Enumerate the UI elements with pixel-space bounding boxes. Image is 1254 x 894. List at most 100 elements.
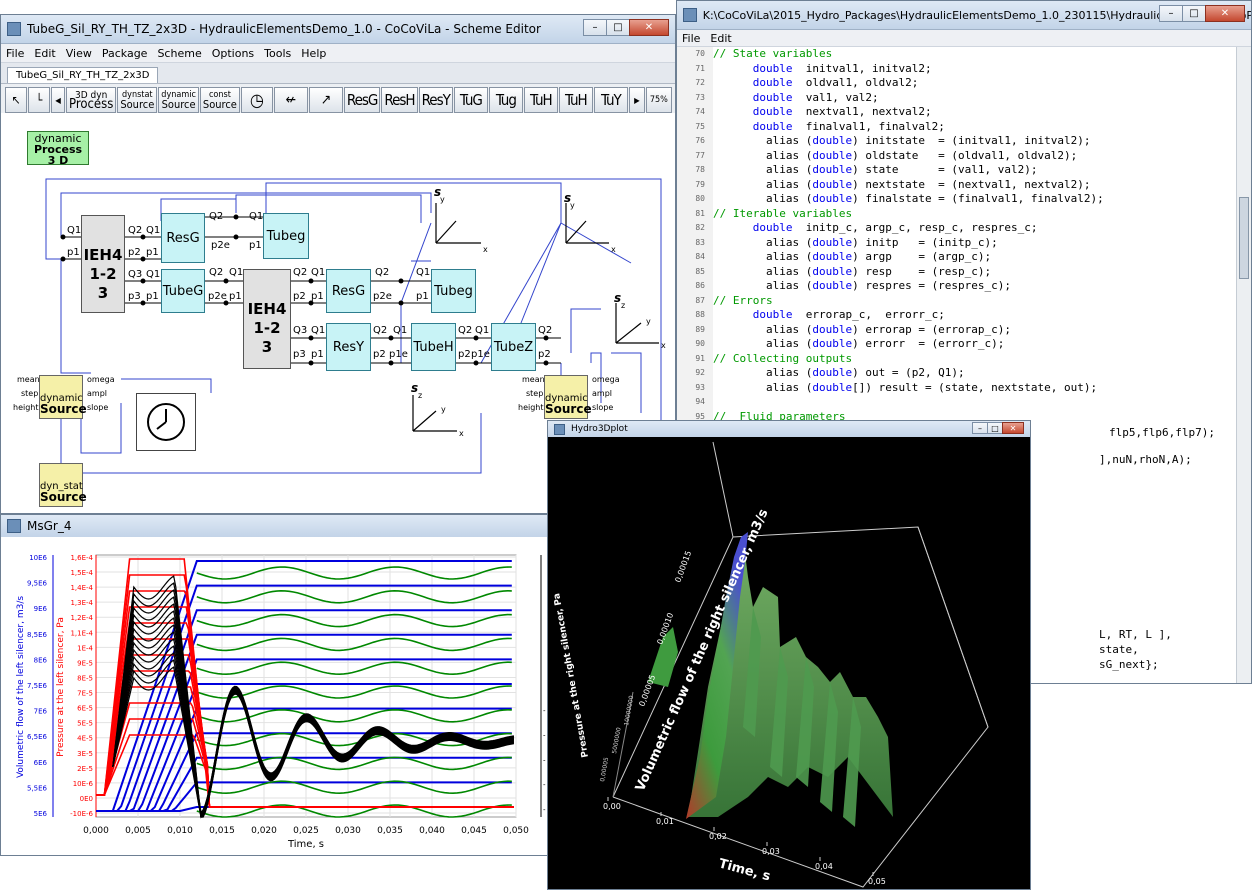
palette-const-source[interactable]: const Source — [199, 87, 240, 113]
palette-tuy[interactable]: TuY — [593, 87, 628, 113]
palette-3d-axes[interactable]: ↗ — [308, 87, 343, 113]
series-oscillation-line — [196, 685, 512, 699]
tubez-block[interactable]: TubeZ — [491, 323, 536, 371]
resy-block[interactable]: ResY — [326, 323, 371, 371]
menu-view[interactable]: View — [65, 46, 92, 60]
maximize-button[interactable]: □ — [987, 422, 1003, 434]
menu-file[interactable]: File — [682, 31, 701, 45]
code-line: 93 alias (double[]) result = (state, nex… — [677, 380, 1237, 395]
pointer-tool-button[interactable]: ↖ — [5, 87, 27, 113]
code-fragment: state, — [1099, 643, 1139, 656]
palette-label-bottom: Process — [69, 97, 114, 112]
dynamic-process-block[interactable]: dynamic Process 3 D — [27, 131, 89, 166]
menu-help[interactable]: Help — [301, 46, 327, 60]
tubeG-block[interactable]: TubeG — [161, 269, 205, 313]
close-button[interactable]: ✕ — [1205, 5, 1245, 22]
ieh4-block-2[interactable]: IEH4 1-2 3 — [243, 269, 291, 369]
tubeg-block-mid[interactable]: Tubeg — [431, 269, 476, 313]
dynamic-source-left[interactable]: dynamic Source — [39, 375, 87, 419]
scrollbar-thumb[interactable] — [1239, 197, 1249, 279]
close-button[interactable]: ✕ — [1002, 422, 1024, 434]
code-token — [713, 91, 753, 104]
maximize-button[interactable]: □ — [1182, 5, 1206, 22]
code-token — [713, 120, 753, 133]
port-height: height — [518, 403, 544, 412]
zoom-select[interactable]: 75% — [645, 87, 672, 113]
triangle-right-icon: ▶ — [634, 95, 640, 105]
plot3d-window-titlebar[interactable]: Hydro3Dplot – □ ✕ — [548, 421, 1030, 438]
minimize-button[interactable]: – — [1159, 5, 1183, 22]
palette-3d-process[interactable]: 3D dyn Process — [66, 87, 117, 113]
palette-resy[interactable]: ResY — [418, 87, 453, 113]
y-tick-label-blue: 10E6 — [29, 554, 47, 562]
app-icon — [7, 22, 21, 36]
palette-tuh[interactable]: TuH — [523, 87, 558, 113]
connector-tool-button[interactable]: └ — [28, 87, 50, 113]
code-token: ) oldstate = (oldval1, oldval2); — [852, 148, 1078, 162]
palette-resg[interactable]: ResG — [343, 87, 381, 113]
y-tick-label-blue: 7,5E6 — [27, 682, 48, 690]
menu-tools[interactable]: Tools — [264, 46, 292, 60]
y-tick-label-red: 10E-6 — [73, 780, 94, 788]
port-q2: Q2 — [375, 267, 390, 278]
dynstat-source-block[interactable]: dyn_stat Source — [39, 463, 87, 507]
palette-graph[interactable]: ↚ — [273, 87, 308, 113]
resg-block-2[interactable]: ResG — [326, 269, 371, 313]
maximize-button[interactable]: □ — [606, 19, 630, 36]
menu-package[interactable]: Package — [101, 46, 148, 60]
minimize-button[interactable]: – — [972, 422, 988, 434]
palette-clock[interactable]: ◷ — [240, 87, 273, 113]
code-window-titlebar[interactable]: K:\CoCoViLa\2015_Hydro_Packages\Hydrauli… — [677, 1, 1251, 30]
menu-file[interactable]: File — [6, 46, 25, 60]
palette-dynamic-source[interactable]: dynamic Source — [158, 87, 199, 113]
ieh-label-1: IEH4 — [83, 246, 123, 264]
box-edge — [712, 441, 734, 538]
scheme-window-titlebar[interactable]: TubeG_Sil_RY_TH_TZ_2x3D - HydraulicEleme… — [1, 15, 675, 44]
surface-small-wave — [648, 627, 678, 687]
palette-dynstat-source[interactable]: dynstat Source — [117, 87, 158, 113]
minimize-button[interactable]: – — [583, 19, 607, 36]
ieh4-block-1[interactable]: IEH4 1-2 3 — [81, 215, 125, 313]
scroll-left-button[interactable]: ◀ — [51, 87, 65, 113]
y-tick-label-red: 0E0 — [80, 795, 93, 803]
line-text: alias (double) out = (p2, Q1); — [713, 366, 965, 381]
tubeg-block-top[interactable]: Tubeg — [263, 213, 309, 259]
palette-resh[interactable]: ResH — [381, 87, 418, 113]
series-oscillation-line — [196, 613, 512, 628]
dynamic-source-right[interactable]: dynamic Source — [544, 375, 592, 419]
tab-scheme[interactable]: TubeG_Sil_RY_TH_TZ_2x3D — [7, 67, 159, 83]
t-tick-label: 0,04 — [815, 862, 833, 871]
axis-x-4: x — [459, 429, 464, 438]
source-label-1: dynamic — [40, 393, 83, 404]
clock-block[interactable] — [136, 393, 196, 451]
menu-scheme[interactable]: Scheme — [157, 46, 202, 60]
line-number: 76 — [677, 134, 713, 149]
line-number: 79 — [677, 177, 713, 192]
menu-edit[interactable]: Edit — [710, 31, 732, 45]
line-number: 74 — [677, 105, 713, 120]
code-token: double — [812, 279, 853, 292]
x-axis-label: Time, s — [287, 839, 324, 850]
graph-window-titlebar[interactable]: MsGr_4 — [1, 515, 547, 538]
scroll-right-button[interactable]: ▶ — [628, 87, 645, 113]
code-line: 80 alias (double) finalstate = (finalval… — [677, 192, 1237, 207]
palette-tuh-2[interactable]: TuH — [558, 87, 593, 113]
menu-edit[interactable]: Edit — [34, 46, 56, 60]
port-q2: Q2 — [209, 267, 224, 278]
code-scrollbar[interactable] — [1236, 47, 1251, 683]
series-oscillation-line — [196, 661, 512, 676]
palette-tug-small[interactable]: Tug — [488, 87, 523, 113]
menu-options[interactable]: Options — [211, 46, 255, 60]
t-tick-label: 0,01 — [656, 817, 674, 826]
y-tick-label-red: 5E-5 — [77, 720, 93, 728]
line-number: 93 — [677, 380, 713, 395]
palette-tug[interactable]: TuG — [453, 87, 488, 113]
y-tick-label-blue: 5E6 — [34, 810, 48, 818]
close-button[interactable]: ✕ — [629, 19, 669, 36]
surface-wave — [743, 607, 761, 737]
series-oscillation-line — [196, 756, 512, 771]
code-token — [713, 76, 753, 89]
resg-block-1[interactable]: ResG — [161, 213, 205, 263]
port-q2: Q2 — [293, 267, 308, 278]
tubeh-block[interactable]: TubeH — [411, 323, 456, 371]
